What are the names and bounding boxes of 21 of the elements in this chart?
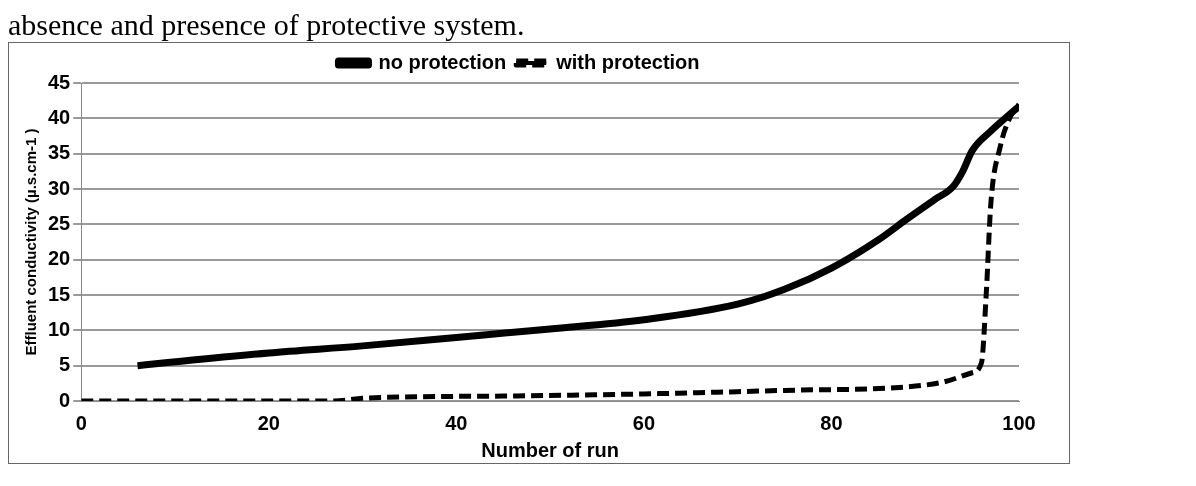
y-tick-label: 10 <box>48 317 71 340</box>
y-tick-label: 20 <box>48 247 71 270</box>
y-tick-label: 25 <box>48 211 71 234</box>
chart-title: absence and presence of protective system. <box>8 8 526 42</box>
y-tick-label: 45 <box>48 70 71 93</box>
x-tick-label: 40 <box>445 411 468 434</box>
y-tick-label: 15 <box>48 282 71 305</box>
x-tick-label: 100 <box>1002 411 1036 434</box>
legend-label: no protection <box>378 50 507 73</box>
x-axis-title: Number of run <box>481 438 620 461</box>
x-tick-label: 80 <box>820 411 843 434</box>
x-tick-label: 20 <box>257 411 280 434</box>
y-axis-title: Effluent conductivity (µ.s.cm-1 ) <box>22 128 40 356</box>
y-tick-label: 35 <box>48 141 71 164</box>
x-tick-label: 0 <box>75 411 87 434</box>
y-tick-label: 5 <box>59 353 71 376</box>
legend-label: with protection <box>555 50 700 73</box>
y-tick-label: 30 <box>48 176 71 199</box>
y-tick-label: 0 <box>59 388 71 411</box>
x-tick-label: 60 <box>632 411 656 434</box>
y-tick-label: 40 <box>48 105 71 128</box>
